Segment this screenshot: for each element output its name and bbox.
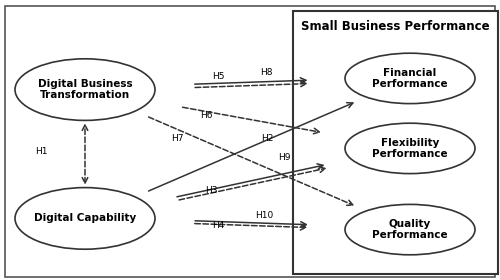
Ellipse shape (15, 59, 155, 120)
Text: Quality
Performance: Quality Performance (372, 219, 448, 241)
Ellipse shape (15, 188, 155, 249)
Text: Small Business Performance: Small Business Performance (300, 20, 490, 32)
Text: Digital Capability: Digital Capability (34, 213, 136, 223)
Text: Flexibility
Performance: Flexibility Performance (372, 137, 448, 159)
Text: H1: H1 (35, 147, 48, 156)
Text: H3: H3 (206, 186, 218, 195)
Text: Financial
Performance: Financial Performance (372, 67, 448, 89)
FancyBboxPatch shape (292, 11, 498, 274)
Text: H10: H10 (256, 211, 274, 220)
Text: H5: H5 (212, 72, 224, 81)
Text: H2: H2 (262, 134, 274, 143)
Text: H4: H4 (212, 221, 224, 230)
Text: Digital Business
Transformation: Digital Business Transformation (38, 79, 132, 101)
Ellipse shape (345, 53, 475, 104)
Ellipse shape (345, 204, 475, 255)
Text: H6: H6 (200, 111, 212, 120)
Ellipse shape (345, 123, 475, 174)
Text: H7: H7 (171, 134, 183, 143)
Text: H9: H9 (278, 153, 291, 162)
FancyBboxPatch shape (5, 6, 495, 277)
Text: H8: H8 (260, 68, 273, 77)
